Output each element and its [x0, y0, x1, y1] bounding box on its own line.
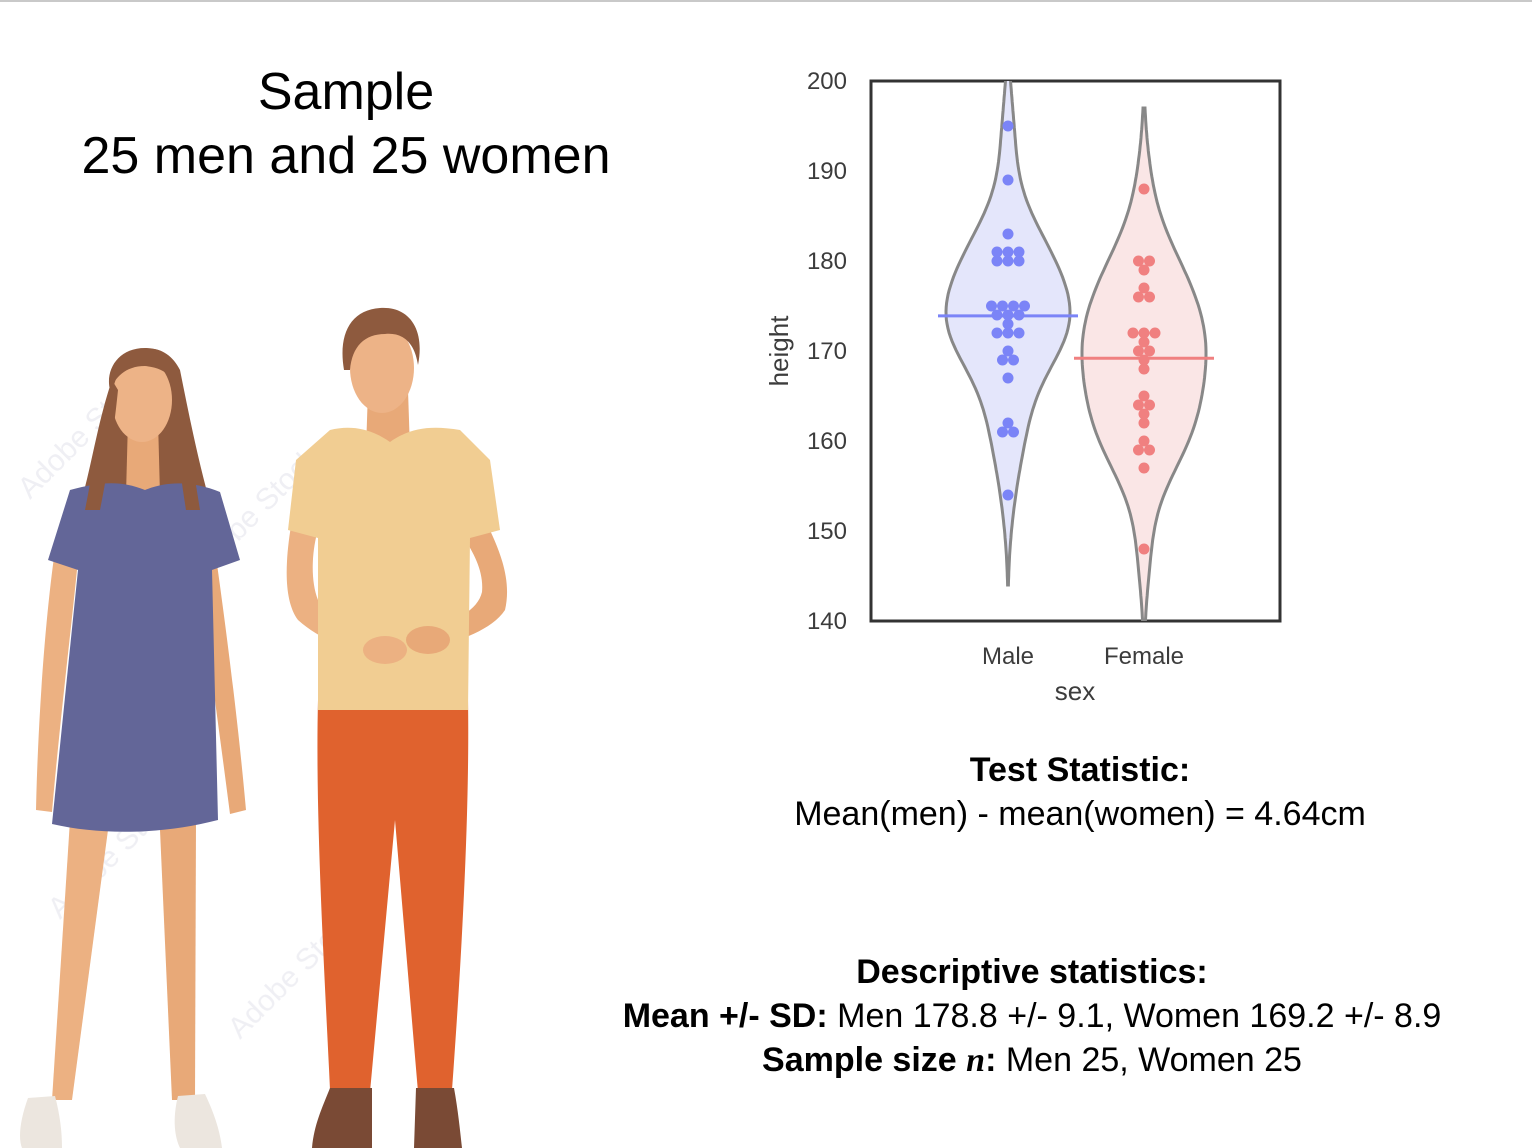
y-tick-label: 140	[807, 608, 847, 635]
data-point-female	[1138, 408, 1150, 420]
data-point-female	[1144, 291, 1155, 303]
y-axis-label: height	[764, 315, 794, 387]
mean-sd-value: Men 178.8 +/- 9.1, Women 169.2 +/- 8.9	[827, 997, 1442, 1035]
plot-frame	[869, 79, 1282, 623]
data-point-female	[1138, 543, 1150, 555]
data-point-male	[1013, 246, 1025, 258]
y-tick-label: 180	[807, 248, 847, 275]
data-point-female	[1149, 327, 1161, 339]
mean-line-layer	[938, 314, 1214, 360]
data-point-female	[1127, 327, 1139, 339]
data-point-male	[991, 327, 1003, 339]
data-point-male	[1002, 318, 1014, 330]
data-point-male	[1002, 255, 1014, 267]
data-point-male	[997, 354, 1008, 366]
data-point-male	[1002, 174, 1014, 186]
woman-figure	[20, 348, 246, 1148]
data-point-male	[1002, 327, 1014, 339]
sample-size-value: Men 25, Women 25	[996, 1041, 1302, 1079]
data-point-female	[1133, 345, 1144, 357]
data-point-female	[1138, 336, 1150, 348]
x-tick-labels: Male Female	[982, 643, 1184, 670]
data-point-male	[991, 255, 1003, 267]
data-point-male	[1002, 417, 1014, 429]
data-point-male	[1002, 246, 1014, 258]
mean-sd-label: Mean +/- SD:	[622, 997, 828, 1035]
sample-size-symbol: n	[966, 1042, 986, 1079]
top-rule	[0, 0, 1532, 2]
data-point-female	[1144, 255, 1155, 267]
x-axis-label: sex	[1055, 676, 1095, 706]
data-point-male	[1002, 489, 1014, 501]
descriptive-statistics-block: Descriptive statistics: Mean +/- SD: Men…	[560, 950, 1504, 1083]
data-point-male	[1019, 300, 1030, 312]
data-point-female	[1138, 363, 1150, 375]
data-point-male	[1008, 354, 1019, 366]
data-point-female	[1138, 417, 1150, 429]
data-point-female	[1133, 255, 1144, 267]
descriptive-heading: Descriptive statistics:	[856, 953, 1208, 991]
data-point-male	[1002, 345, 1014, 357]
data-point-male	[997, 300, 1008, 312]
data-point-female	[1138, 264, 1150, 276]
data-point-male	[997, 426, 1008, 438]
sample-size-line: Sample size n: Men 25, Women 25	[560, 1038, 1504, 1083]
y-tick-label: 170	[807, 338, 847, 365]
data-point-male	[1008, 300, 1019, 312]
slide-title: Sample 25 men and 25 women	[40, 60, 652, 188]
data-point-female	[1138, 327, 1150, 339]
violin-layer	[944, 81, 1208, 621]
title-line-1: Sample	[257, 63, 435, 121]
data-point-female	[1133, 399, 1144, 411]
data-point-female	[1138, 435, 1150, 447]
title-line-2: 25 men and 25 women	[81, 127, 611, 185]
data-point-male	[1002, 120, 1014, 132]
y-tick-label: 160	[807, 428, 847, 455]
sample-size-label: Sample size	[762, 1041, 967, 1079]
people-illustration: Adobe Stock Adobe Stock Adobe Stock Adob…	[12, 307, 508, 1148]
data-point-female	[1138, 282, 1150, 294]
data-point-female	[1138, 183, 1150, 195]
data-point-male	[1013, 327, 1025, 339]
y-tick-label: 150	[807, 518, 847, 545]
data-point-male	[1013, 255, 1025, 267]
data-point-male	[1002, 228, 1014, 240]
test-statistic-formula: Mean(men) - mean(women) = 4.64cm	[794, 795, 1366, 833]
man-figure	[286, 307, 508, 1148]
data-point-female	[1133, 444, 1144, 456]
mean-sd-line: Mean +/- SD: Men 178.8 +/- 9.1, Women 16…	[560, 994, 1504, 1038]
x-tick-label: Female	[1104, 643, 1184, 670]
data-point-female	[1144, 399, 1155, 411]
data-point-female	[1138, 390, 1150, 402]
data-point-male	[1002, 372, 1014, 384]
data-point-female	[1133, 291, 1144, 303]
data-point-female	[1144, 444, 1155, 456]
x-tick-label: Male	[982, 643, 1034, 670]
y-tick-label: 200	[807, 68, 847, 95]
test-statistic-heading: Test Statistic:	[969, 751, 1191, 789]
data-point-female	[1144, 345, 1155, 357]
sample-size-colon: :	[985, 1041, 997, 1079]
data-point-male	[986, 300, 997, 312]
data-point-male	[991, 246, 1003, 258]
data-point-male	[1008, 426, 1019, 438]
y-tick-labels: 140 150 160 170 180 190 200	[807, 68, 847, 635]
y-tick-label: 190	[807, 158, 847, 185]
data-point-female	[1138, 462, 1150, 474]
test-statistic-block: Test Statistic: Mean(men) - mean(women) …	[700, 748, 1460, 836]
